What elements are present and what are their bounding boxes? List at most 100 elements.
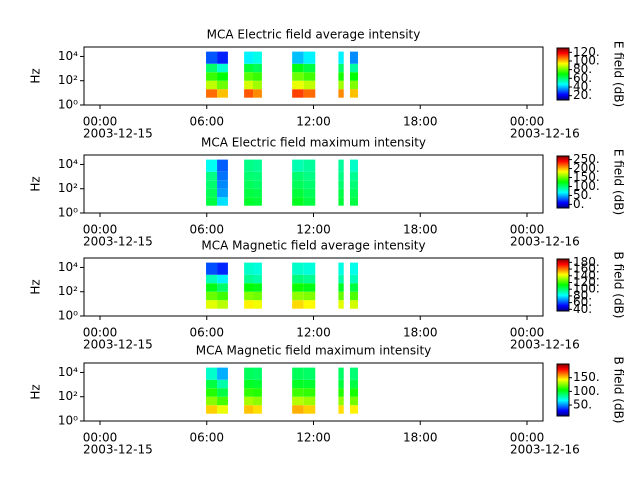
heatmap-cell [253,171,262,181]
x-tick-label: 06:00 [189,431,224,445]
x-tick-label: 00:00 [510,326,545,340]
colorbar-tick-label: 40. [573,80,592,94]
heatmap-cell [206,262,218,275]
heatmap-cell [253,159,262,172]
heatmap-cell [244,72,254,81]
heatmap-cell [292,180,304,189]
chart-title: MCA Electric field maximum intensity [201,136,426,150]
heatmap-cell [303,80,316,90]
heatmap-cell [206,197,218,206]
heatmap-cell [244,180,254,189]
heatmap-cell [303,159,316,172]
heatmap-cell [349,379,358,389]
x-tick-date: 2003-12-16 [510,127,580,141]
heatmap-cell [292,396,304,406]
heatmap-cell [292,89,304,98]
heatmap-cell [217,283,228,292]
y-tick-label: 10² [58,181,78,195]
colorbar-tick-label: 180. [573,255,600,269]
heatmap-cell [292,262,304,275]
heatmap-cell [217,171,228,181]
heatmap-cell [217,80,228,90]
heatmap-cell [303,51,316,64]
x-tick-date: 2003-12-15 [83,235,153,249]
heatmap-cell [217,159,228,172]
heatmap-cell [217,197,228,206]
heatmap-cell [349,396,358,406]
heatmap-cell [303,388,316,397]
heatmap-cell [244,379,254,389]
colorbar-tick-label: 20. [573,88,592,102]
heatmap-cell [349,300,358,309]
heatmap-cell [303,180,316,189]
heatmap-cell [217,89,228,98]
heatmap-cell [338,367,344,380]
x-tick-label: 12:00 [296,431,331,445]
heatmap-cell [206,188,218,198]
colorbar-tick-label: 160. [573,262,600,276]
heatmap-cell [349,159,358,172]
colorbar-tick-label: 100. [573,282,600,296]
y-tick-label: 10⁴ [58,157,78,171]
heatmap-cell [338,300,344,309]
x-tick-label: 00:00 [83,431,118,445]
x-tick-label: 18:00 [403,223,438,237]
heatmap-cell [292,300,304,309]
heatmap-cell [338,159,344,172]
colorbar [556,47,570,101]
colorbar-tick-label: 100. [573,179,600,193]
chart-title: MCA Magnetic field maximum intensity [196,344,432,358]
heatmap-cell [338,405,344,414]
heatmap-cell [338,388,344,397]
heatmap-cell [292,80,304,90]
heatmap-cell [206,388,218,397]
heatmap-cell [338,63,344,73]
x-tick-label: 00:00 [83,326,118,340]
heatmap-cell [253,367,262,380]
heatmap-cell [244,63,254,73]
heatmap-cell [349,283,358,292]
heatmap-cell [303,274,316,284]
heatmap-cell [206,159,218,172]
heatmap-cell [206,89,218,98]
heatmap-cell [292,388,304,397]
y-tick-label: 10⁰ [58,414,78,428]
heatmap-cell [206,367,218,380]
heatmap-cell [217,63,228,73]
colorbar-tick-label: 150. [573,170,600,184]
heatmap-cell [349,188,358,198]
heatmap-cell [253,89,262,98]
heatmap-cell [303,396,316,406]
heatmap-cell [244,171,254,181]
x-tick-label: 12:00 [296,223,331,237]
heatmap-cell [292,51,304,64]
heatmap-cell [244,274,254,284]
heatmap-cell [217,300,228,309]
colorbar-tick-label: 60. [573,71,592,85]
heatmap-cell [349,171,358,181]
heatmap-cell [349,388,358,397]
heatmap-cell [244,51,254,64]
heatmap-cell [292,367,304,380]
y-tick-label: 10⁰ [58,206,78,220]
heatmap-cell [253,180,262,189]
heatmap-cell [292,188,304,198]
heatmap-cell [303,197,316,206]
x-tick-label: 18:00 [403,326,438,340]
heatmap-cell [349,63,358,73]
colorbar-tick-label: 80. [573,62,592,76]
y-tick-label: 10⁴ [58,260,78,274]
heatmap-cell [253,291,262,301]
heatmap-cell [338,197,344,206]
heatmap-cell [292,291,304,301]
heatmap-cell [303,300,316,309]
heatmap-cell [206,379,218,389]
x-tick-date: 2003-12-16 [510,338,580,352]
heatmap-cell [217,388,228,397]
x-tick-label: 00:00 [510,115,545,129]
heatmap-cell [253,80,262,90]
heatmap-cell [303,63,316,73]
heatmap-cell [253,405,262,414]
colorbar-tick-label: 80. [573,288,592,302]
